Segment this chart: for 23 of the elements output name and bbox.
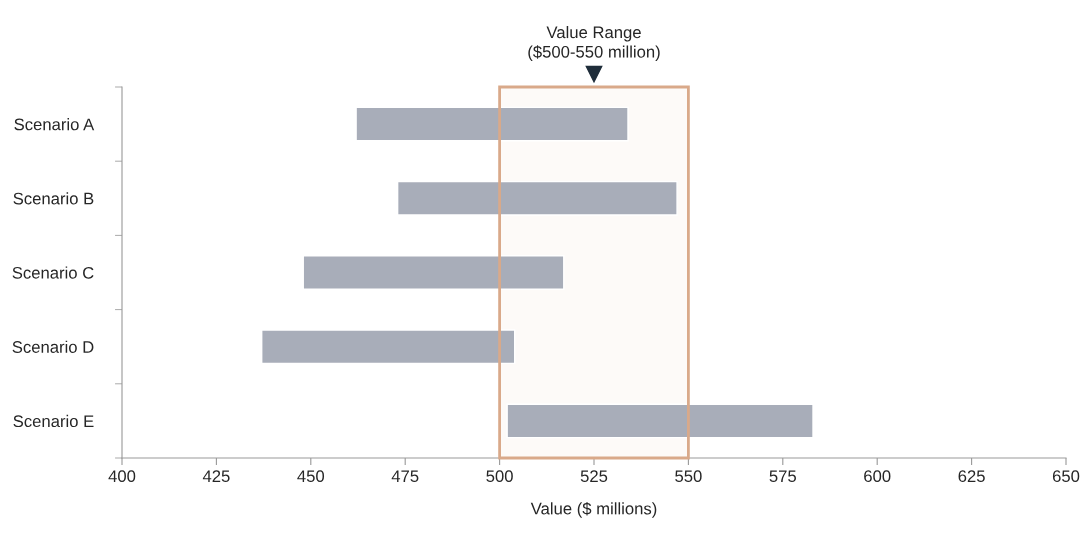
x-tick-label: 600 [864,470,891,483]
y-tick-label: Scenario C [12,266,94,279]
y-tick-label: Scenario B [13,192,94,205]
bar [261,329,516,365]
x-tick-label: 450 [297,470,325,483]
bar [355,106,629,142]
x-tick-label: 625 [958,470,985,483]
bar [506,403,814,439]
y-tick-label: Scenario A [14,118,95,131]
bar [396,180,678,216]
y-tick-label: Scenario D [12,340,94,353]
x-tick-label: 500 [486,470,513,483]
x-axis-title: Value ($ millions) [530,502,657,518]
x-tick-label: 400 [108,470,136,483]
x-tick-label: 550 [675,470,702,483]
y-tick-label: Scenario E [13,414,94,428]
x-tick-label: 525 [580,470,608,483]
x-tick-label: 425 [202,470,230,483]
band-label: Value Range ($500-550 million) [528,26,660,62]
bar [302,255,565,290]
x-tick-label: 650 [1052,470,1080,483]
x-tick-label: 475 [391,470,419,483]
x-tick-label: 575 [769,470,797,483]
